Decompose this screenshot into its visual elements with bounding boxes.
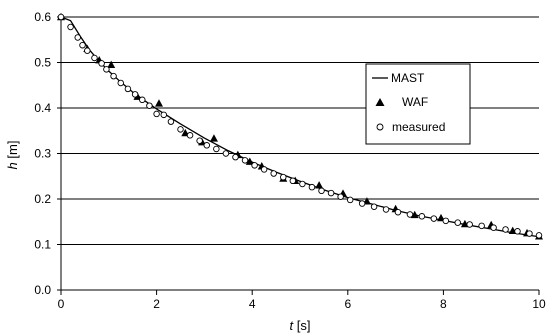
y-axis-unit: [m] — [5, 141, 20, 163]
measured-marker — [308, 183, 316, 191]
measured-marker — [280, 173, 287, 181]
measured-marker — [478, 222, 485, 230]
measured-marker — [430, 215, 438, 222]
waf-marker — [154, 99, 163, 107]
y-tick-label: 0.5 — [34, 56, 51, 70]
tick-labels: 0.0 0.1 0.2 0.3 0.4 0.5 0.6 0 2 4 6 8 10 — [34, 10, 546, 311]
measured-marker — [394, 208, 402, 216]
y-tick-label: 0.2 — [34, 192, 51, 206]
x-tick-label: 0 — [58, 297, 65, 311]
measured-marker — [299, 180, 306, 188]
waf-marker — [209, 134, 218, 142]
measured-marker — [270, 170, 277, 177]
measured-marker — [91, 54, 98, 62]
measured-marker — [167, 118, 175, 125]
legend-waf-label: WAF — [402, 95, 428, 109]
measured-marker — [131, 91, 139, 98]
measured-marker — [337, 193, 344, 200]
measured-marker — [232, 153, 239, 161]
x-tick-label: 6 — [344, 297, 351, 311]
measured-marker — [222, 150, 230, 157]
measured-marker — [160, 111, 168, 119]
measured-marker — [67, 23, 74, 31]
measured-marker — [124, 85, 132, 93]
y-tick-label: 0.0 — [34, 283, 51, 297]
measured-marker — [177, 126, 184, 133]
measured-marker — [196, 137, 203, 145]
waf-marker — [245, 157, 254, 165]
measured-marker — [57, 13, 65, 21]
measured-marker — [153, 110, 160, 118]
measured-marker — [103, 66, 110, 73]
measured-marker — [79, 41, 86, 49]
measured-marker — [318, 187, 325, 195]
x-tick-label: 4 — [249, 297, 256, 311]
grid-lines — [61, 16, 539, 245]
measured-marker — [289, 177, 297, 185]
legend-measured-label: measured — [392, 120, 445, 134]
waf-marker — [410, 210, 419, 219]
measured-marker — [213, 145, 220, 153]
measured-marker — [84, 47, 91, 54]
measured-marker — [98, 60, 105, 67]
waf-marker — [107, 60, 116, 68]
measured-marker — [382, 206, 390, 213]
legend-mast-label: MAST — [391, 71, 425, 85]
measured-marker — [117, 79, 124, 87]
measured-marker — [186, 132, 194, 139]
measured-marker — [146, 102, 153, 109]
measured-marker — [490, 224, 497, 231]
measured-marker — [535, 232, 543, 239]
axes — [57, 16, 540, 295]
x-tick-label: 10 — [532, 297, 546, 311]
measured-marker — [358, 200, 366, 207]
y-tick-label: 0.3 — [34, 147, 51, 161]
measured-marker — [466, 221, 473, 228]
y-axis-variable: h — [5, 162, 20, 169]
measured-marker — [251, 162, 258, 169]
legend: MAST WAF measured — [365, 63, 471, 145]
y-tick-label: 0.1 — [34, 238, 51, 252]
legend-measured-circle-icon — [376, 123, 384, 131]
measured-marker — [327, 189, 335, 197]
x-axis-unit: [s] — [293, 318, 310, 333]
x-tick-label: 2 — [153, 297, 160, 311]
measured-marker — [260, 166, 268, 173]
measured-marker — [502, 226, 509, 233]
measured-marker — [406, 211, 414, 218]
measured-marker — [74, 34, 81, 41]
plot-area — [57, 12, 543, 240]
measured-marker — [346, 196, 354, 204]
measured-marker — [454, 219, 461, 226]
waf-marker — [315, 181, 324, 189]
measured-marker — [203, 142, 211, 149]
measured-marker — [241, 157, 249, 164]
x-axis-variable: t — [290, 318, 295, 333]
measured-marker — [442, 217, 450, 225]
x-axis-title: t [s] — [290, 318, 311, 333]
measured-marker — [526, 230, 533, 237]
measured-marker — [110, 72, 117, 80]
measured-marker — [418, 213, 426, 220]
measured-marker — [370, 203, 378, 210]
x-tick-label: 8 — [440, 297, 447, 311]
measured-marker — [139, 96, 146, 104]
y-axis-title: h [m] — [5, 141, 20, 170]
y-tick-label: 0.4 — [34, 101, 51, 115]
legend-waf-triangle-icon — [375, 98, 385, 106]
measured-marker — [514, 228, 521, 235]
y-tick-label: 0.6 — [34, 10, 51, 24]
